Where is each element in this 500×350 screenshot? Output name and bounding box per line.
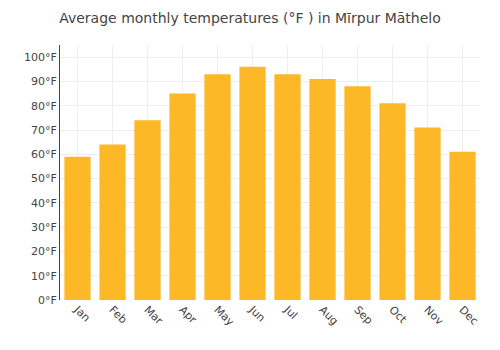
svg-text:Mar: Mar bbox=[141, 303, 165, 327]
svg-text:Jul: Jul bbox=[281, 303, 300, 322]
svg-text:30°F: 30°F bbox=[31, 221, 57, 234]
svg-text:70°F: 70°F bbox=[31, 124, 57, 137]
svg-text:Apr: Apr bbox=[176, 303, 199, 326]
svg-text:Sep: Sep bbox=[351, 303, 375, 327]
svg-text:Average monthly temperatures (: Average monthly temperatures (°F ) in Mī… bbox=[59, 10, 441, 26]
svg-text:50°F: 50°F bbox=[31, 172, 57, 185]
svg-text:Feb: Feb bbox=[106, 303, 129, 326]
svg-text:Oct: Oct bbox=[386, 303, 409, 326]
svg-text:100°F: 100°F bbox=[24, 51, 57, 64]
svg-text:60°F: 60°F bbox=[31, 148, 57, 161]
svg-text:Jun: Jun bbox=[246, 303, 268, 325]
svg-text:Aug: Aug bbox=[316, 303, 340, 327]
svg-text:80°F: 80°F bbox=[31, 100, 57, 113]
svg-text:0°F: 0°F bbox=[38, 294, 57, 307]
svg-text:20°F: 20°F bbox=[31, 245, 57, 258]
svg-text:Dec: Dec bbox=[456, 303, 480, 327]
svg-text:90°F: 90°F bbox=[31, 75, 57, 88]
svg-text:May: May bbox=[211, 303, 237, 329]
svg-text:40°F: 40°F bbox=[31, 197, 57, 210]
svg-text:10°F: 10°F bbox=[31, 270, 57, 283]
svg-text:Jan: Jan bbox=[71, 303, 93, 325]
svg-text:Nov: Nov bbox=[421, 303, 446, 328]
